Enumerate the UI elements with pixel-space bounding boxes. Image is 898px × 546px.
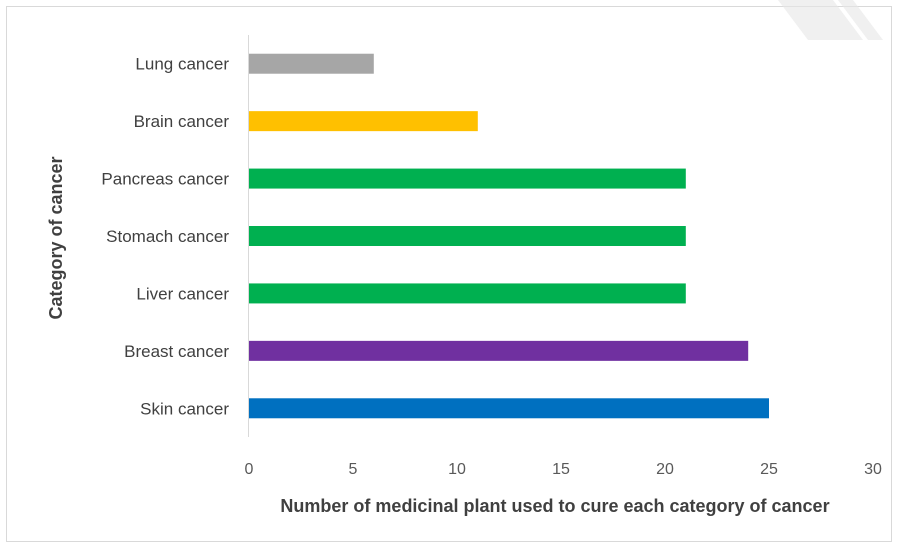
x-tick-label: 5 — [349, 461, 358, 478]
x-tick-label: 10 — [448, 461, 466, 478]
y-axis-title: Category of cancer — [46, 156, 66, 319]
category-label: Stomach cancer — [106, 227, 229, 246]
category-label: Liver cancer — [136, 284, 229, 303]
bar-skin-cancer — [249, 398, 769, 419]
bar-brain-cancer — [249, 111, 478, 132]
bar-lung-cancer — [249, 53, 374, 74]
bar-liver-cancer — [249, 283, 686, 304]
x-tick-label: 15 — [552, 461, 570, 478]
category-label: Pancreas cancer — [101, 170, 229, 189]
category-label: Breast cancer — [124, 342, 229, 361]
x-axis-title: Number of medicinal plant used to cure e… — [280, 496, 829, 516]
x-tick-label: 25 — [760, 461, 778, 478]
chart-frame — [6, 6, 892, 542]
bars-group — [249, 53, 769, 419]
category-labels: Lung cancer Brain cancer Pancreas cancer St… — [101, 55, 229, 419]
category-label: Brain cancer — [134, 112, 230, 131]
bar-stomach-cancer — [249, 226, 686, 246]
bar-breast-cancer — [249, 340, 749, 361]
corner-decoration — [778, 0, 883, 40]
x-tick-labels: 0 5 10 15 20 25 30 — [245, 461, 882, 478]
x-tick-label: 0 — [245, 461, 254, 478]
bar-pancreas-cancer — [249, 168, 686, 189]
category-label: Lung cancer — [135, 55, 229, 74]
x-tick-label: 20 — [656, 461, 674, 478]
x-tick-label: 30 — [864, 461, 882, 478]
category-label: Skin cancer — [140, 399, 229, 418]
